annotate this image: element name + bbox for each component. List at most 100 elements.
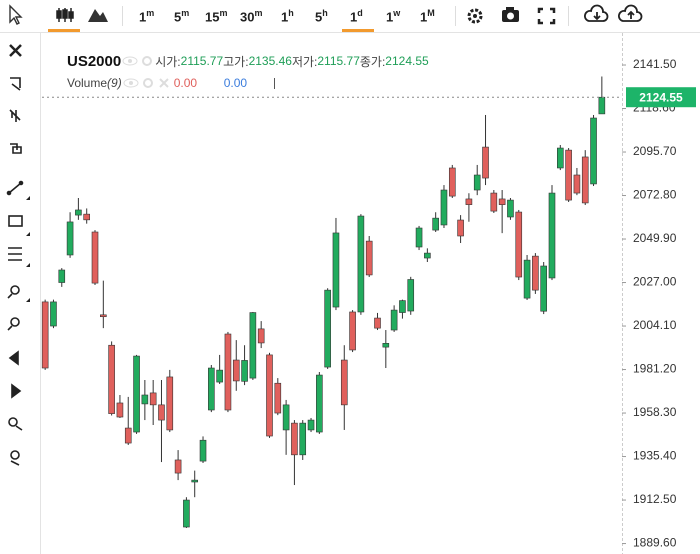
candle-body — [332, 232, 340, 308]
candle-body — [515, 211, 523, 278]
tf-unit: m — [219, 8, 228, 18]
candle-body — [407, 279, 415, 312]
timeframe[interactable]: 5h — [315, 8, 328, 24]
candle-body — [133, 355, 140, 433]
candle-body — [448, 167, 456, 197]
candle-body — [66, 221, 74, 256]
candle-body — [108, 344, 115, 414]
candle-body — [598, 96, 606, 115]
tf-num: 5 — [174, 9, 182, 25]
candle-body — [532, 255, 539, 291]
price-tag-label: 2124.55 — [639, 90, 683, 104]
tf-unit: m — [181, 8, 190, 18]
cursor-icon[interactable] — [9, 4, 23, 25]
candle-body — [374, 317, 381, 329]
fullscreen-icon[interactable] — [537, 7, 556, 25]
candle-body — [274, 382, 282, 414]
candle-body — [174, 459, 182, 474]
candle-body — [266, 354, 273, 437]
candle-body — [191, 479, 199, 483]
active-underline — [342, 29, 374, 32]
candle-body — [116, 402, 124, 418]
candle-body — [299, 422, 307, 456]
timeframe[interactable]: 1d — [350, 8, 363, 24]
candle-body — [41, 301, 49, 369]
camera-icon[interactable] — [502, 7, 519, 22]
candle-body — [249, 312, 257, 379]
tf-unit: m — [254, 8, 263, 18]
candle-body — [158, 404, 165, 421]
label: 저가: — [291, 54, 318, 69]
timeframe[interactable]: 1h — [281, 8, 294, 24]
candle-body — [58, 269, 66, 283]
settings-icon[interactable] — [467, 8, 483, 24]
label: Volume — [67, 76, 108, 90]
tf-unit: h — [322, 8, 328, 18]
timeframe[interactable]: 1m — [139, 8, 154, 24]
candle-body — [390, 309, 398, 331]
tool-corners — [26, 196, 30, 302]
candle-body — [557, 147, 564, 169]
candle-body — [349, 311, 356, 351]
tf-unit: h — [288, 8, 294, 18]
timeframe[interactable]: 5m — [174, 8, 189, 24]
candle-body — [540, 265, 547, 312]
candle-body — [457, 219, 464, 237]
timeframe[interactable]: 30m — [240, 8, 262, 24]
value: 2135.46 — [248, 54, 292, 68]
candle-body — [291, 422, 298, 456]
y-tick-label: 1889.60 — [633, 536, 677, 550]
candle-body — [424, 252, 431, 259]
tf-unit: M — [427, 8, 435, 18]
value: 2115.77 — [317, 54, 360, 68]
tf-unit: w — [393, 8, 401, 18]
tf-unit: d — [357, 8, 363, 18]
candle-body — [75, 209, 82, 216]
candle-body — [415, 227, 423, 248]
candle-body — [565, 149, 572, 201]
candle-body — [399, 300, 406, 313]
candle-body — [432, 217, 439, 231]
candle-icon[interactable] — [56, 8, 74, 22]
label: 시가: — [155, 54, 181, 69]
value: 2115.77 — [180, 54, 224, 68]
drawing-tools[interactable] — [6, 44, 24, 466]
tf-num: 15 — [205, 9, 220, 25]
y-tick-label: 1958.30 — [633, 405, 677, 419]
candle-body — [365, 240, 373, 276]
label: 고가: — [223, 54, 249, 69]
tf-num: 1 — [139, 9, 147, 25]
candle-body — [490, 192, 498, 212]
candle-body — [548, 192, 556, 279]
candle-body — [498, 198, 506, 205]
candle-body — [183, 499, 190, 528]
active-underline — [48, 29, 80, 32]
timeframe[interactable]: 1M — [420, 8, 435, 24]
y-tick-label: 2095.70 — [633, 144, 677, 158]
candle-body — [590, 117, 597, 185]
candle-body — [523, 259, 531, 299]
upload-icon[interactable] — [618, 4, 643, 22]
area-icon[interactable] — [88, 9, 108, 22]
price-tag — [626, 87, 696, 108]
timeframe[interactable]: 1w — [386, 8, 400, 24]
candle-body — [232, 359, 240, 382]
download-icon[interactable] — [584, 4, 609, 22]
candle-body — [507, 199, 514, 218]
candle-body — [357, 215, 365, 313]
candle-body — [282, 404, 290, 431]
timeframe[interactable]: 15m — [205, 8, 227, 24]
candle-body — [573, 174, 581, 194]
value: 2124.55 — [385, 54, 429, 68]
candle-body — [465, 198, 473, 205]
candle-body — [199, 439, 207, 462]
y-tick-label: 1981.20 — [633, 362, 677, 376]
y-tick-label: 1935.40 — [633, 449, 677, 463]
candle-body — [216, 369, 223, 383]
legend-icons — [122, 56, 153, 66]
legend: US2000 시가: 2115.77 고가: 2135.46 저가: 2115.… — [67, 50, 429, 94]
y-tick-label: 2141.50 — [633, 57, 677, 71]
cursor-bar — [273, 77, 275, 89]
candle-body — [473, 174, 481, 191]
